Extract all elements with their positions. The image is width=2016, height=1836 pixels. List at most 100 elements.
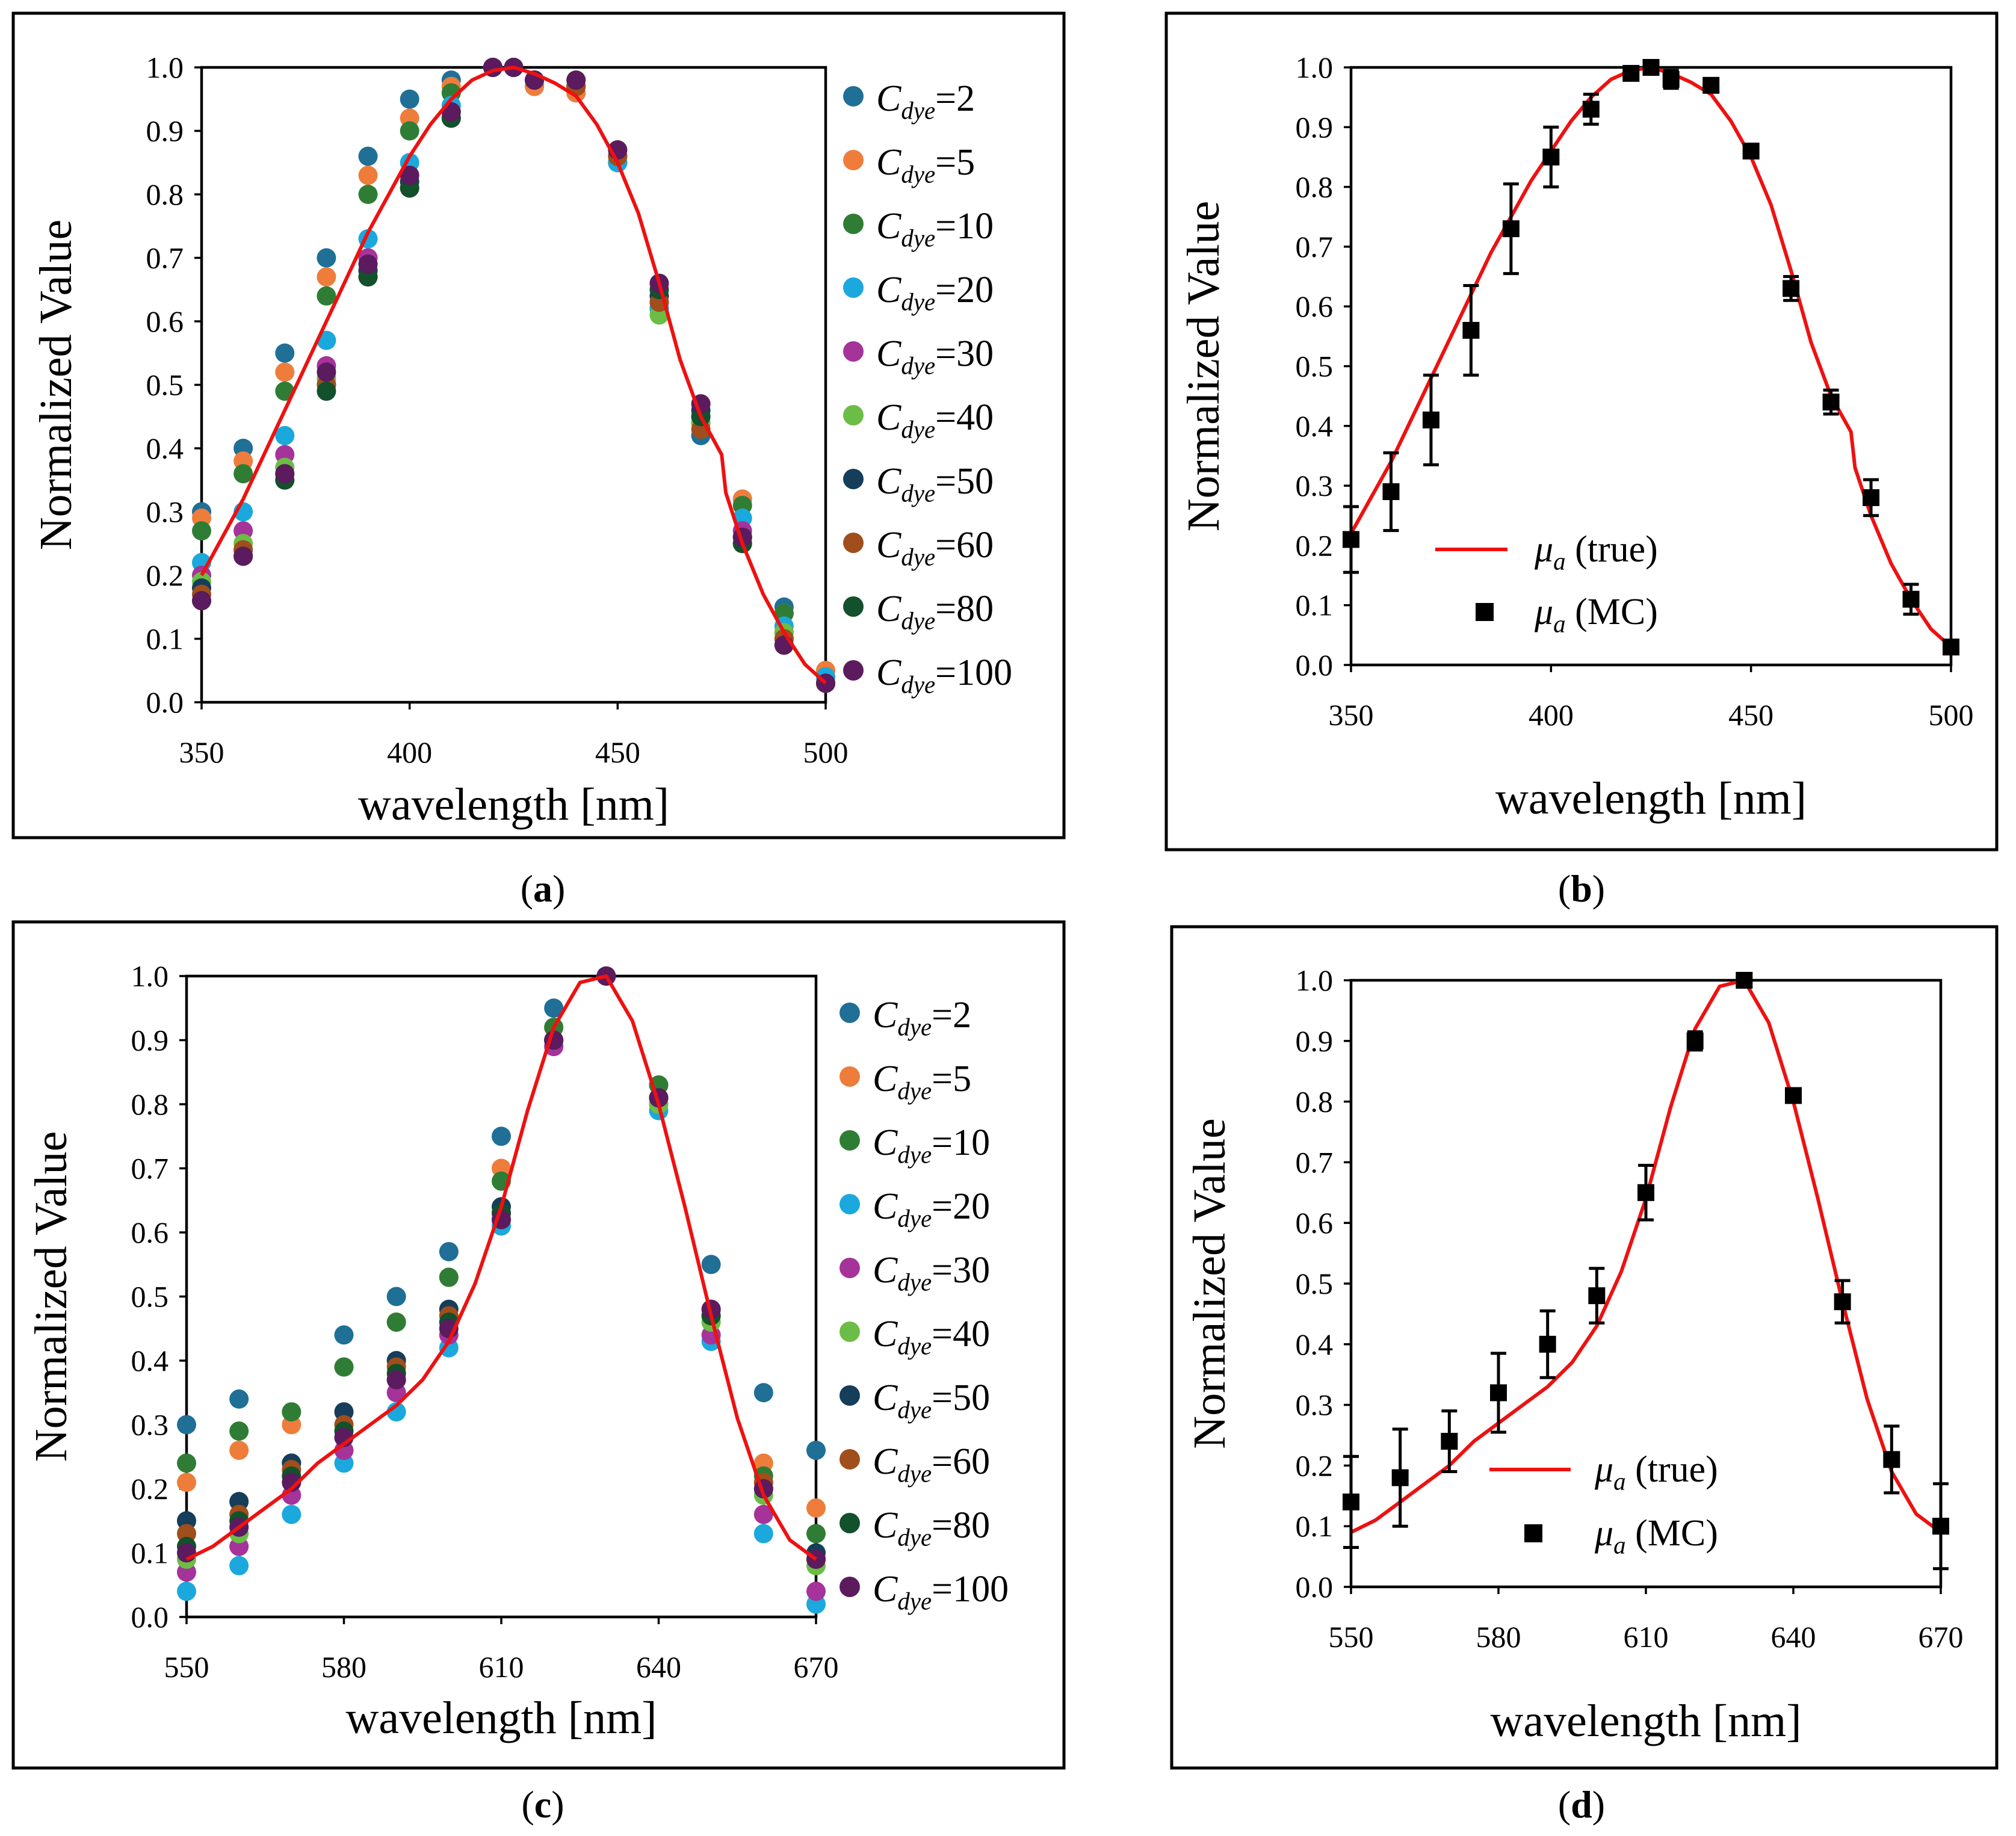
y-tick-label: 0.8 [131,1087,169,1121]
y-tick-label: 0.6 [1296,1206,1334,1240]
legend-entry: Cdye=80 [876,589,994,635]
mc-marker [1783,280,1800,297]
data-point [439,1241,459,1261]
y-tick-label: 0.0 [1296,648,1334,682]
legend-marker [843,277,864,298]
data-point [358,185,378,204]
legend: Cdye=2Cdye=5Cdye=10Cdye=20Cdye=30Cdye=40… [839,995,1009,1615]
legend-entry-subscript: dye [897,1333,932,1360]
legend-entry: Cdye=60 [876,525,994,571]
data-point [753,1383,773,1403]
mc-marker [1422,411,1439,428]
data-point [275,343,295,363]
legend-entry: Cdye=20 [876,270,994,316]
y-tick-label: 0.8 [146,178,184,211]
legend-entry-value: =30 [932,1250,990,1291]
x-tick-label: 550 [1329,1620,1374,1654]
legend-entry-subscript: dye [897,1014,932,1041]
mc-marker [1863,489,1880,506]
mc-marker [1742,143,1760,160]
legend-entry-value: =2 [932,995,971,1036]
legend-entry-subscript: dye [897,1397,932,1424]
data-point [192,591,211,611]
x-tick-label: 640 [636,1650,681,1684]
data-point [229,1389,249,1409]
x-axis-label: wavelength [nm] [345,1693,657,1743]
panel-caption: (b) [1558,867,1605,910]
data-point [275,464,295,484]
mc-marker [1391,1469,1409,1486]
legend-entry-value: =100 [935,652,1012,693]
x-tick-label: 610 [479,1650,524,1684]
legend-entry-subscript: dye [901,161,935,188]
x-axis-label: wavelength [nm] [1495,773,1807,824]
y-tick-label: 0.9 [1296,110,1334,144]
data-point [177,1415,196,1435]
legend-entry: Cdye=20 [873,1186,990,1232]
y-tick-label: 0.4 [1296,409,1334,443]
y-tick-label: 0.5 [146,368,184,402]
data-point [753,1504,773,1524]
mc-marker [1702,76,1720,94]
legend-entry-symbol: C [873,1314,898,1355]
legend-true-label-value: (true) [1566,529,1658,570]
data-point [317,362,336,382]
legend: μa (true)μa (MC) [1489,1449,1718,1559]
mc-marker [1382,483,1400,501]
y-tick-label: 0.1 [131,1536,169,1570]
data-point [233,464,253,484]
y-axis-label: Normalized Value [31,220,81,550]
legend-entry-value: =20 [932,1186,990,1227]
y-tick-label: 0.4 [1296,1328,1334,1361]
y-tick-label: 0.2 [146,558,184,592]
legend-marker [843,150,864,170]
mc-marker [1502,220,1520,238]
y-tick-label: 0.5 [1296,350,1334,383]
data-point [492,1127,511,1146]
legend-entry-symbol: C [876,397,901,438]
x-axis-label: wavelength [nm] [1490,1696,1801,1746]
y-tick-label: 0.3 [131,1408,169,1442]
legend-entry-value: =5 [932,1059,971,1099]
legend-entry: Cdye=60 [873,1441,990,1488]
mc-marker [1539,1335,1556,1353]
y-tick-label: 0.3 [146,495,184,529]
legend-entry: Cdye=80 [873,1505,990,1551]
y-tick-label: 0.1 [146,622,184,656]
legend-entry-value: =80 [935,589,994,629]
data-point [177,1473,196,1492]
y-tick-label: 0.9 [1296,1024,1334,1058]
legend-entry-symbol: C [873,1250,898,1291]
y-tick-label: 0.7 [1296,230,1334,264]
panel-b: 0.0 0.1 0.2 0.3 0.4 0.5 0.6 0.7 0.8 0.9 1.0 350 400 4… [1164,11,1999,910]
y-tick-label: 0.9 [131,1024,169,1057]
y-tick-label: 0.4 [146,431,184,465]
data-point [439,1267,459,1287]
legend-entry: Cdye=100 [873,1569,1009,1615]
caption-close: ) [1592,867,1605,910]
mc-marker [1582,100,1600,118]
legend-entry-symbol: C [873,1569,898,1610]
mc-series [1343,972,1949,1571]
y-tick-label: 0.6 [131,1216,169,1249]
mc-marker [1736,972,1753,989]
y-tick-label: 1.0 [146,51,184,84]
legend-entry-symbol: C [873,1059,898,1099]
mc-marker [1834,1293,1851,1311]
panel-frame [1164,11,1999,852]
legend-entry-value: =30 [935,333,994,374]
legend-marker [843,469,864,489]
y-axis-label: Normalized Value [1178,201,1229,531]
x-tick-label: 610 [1624,1620,1669,1654]
y-tick-label: 0.1 [1296,1509,1334,1543]
legend-mc-label-subscript: a [1613,1532,1625,1559]
mc-marker [1785,1087,1802,1104]
legend-entry-symbol: C [873,1441,898,1482]
legend-entry-subscript: dye [897,1142,932,1169]
legend-entry-symbol: C [873,1505,898,1546]
legend-entry-value: =10 [932,1122,990,1163]
legend-entry-subscript: dye [901,353,935,380]
legend-entry-subscript: dye [897,1078,932,1105]
legend-entry-subscript: dye [901,225,935,252]
y-tick-label: 0.2 [1296,528,1334,562]
